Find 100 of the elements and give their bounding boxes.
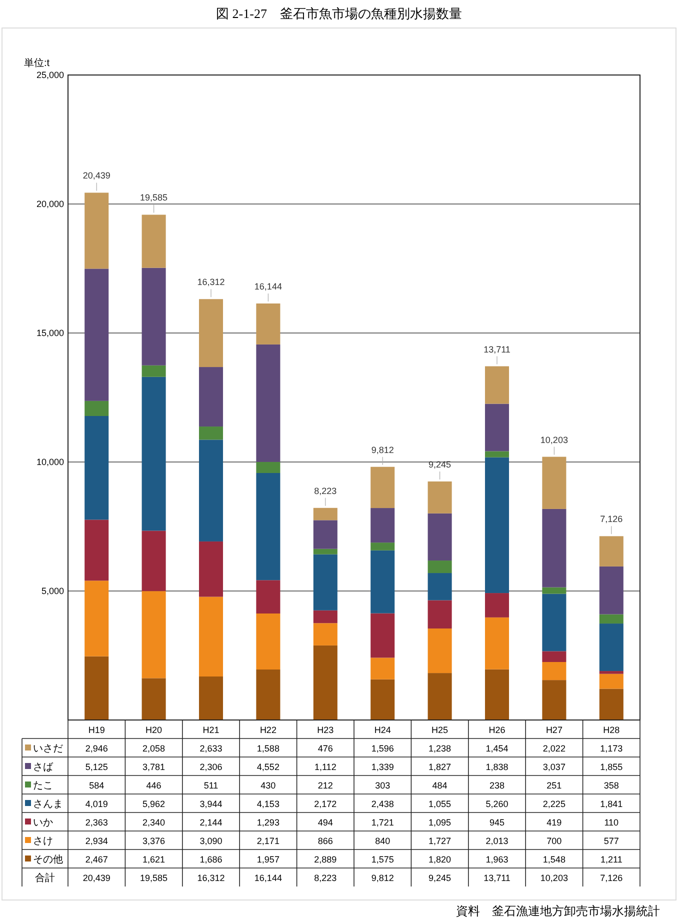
bar — [313, 548, 338, 554]
x-tick-label: H25 — [432, 725, 448, 735]
data-label: 3,944 — [200, 799, 222, 809]
bar — [428, 673, 452, 720]
data-label: 1,957 — [256, 854, 280, 864]
text: 16,312 — [197, 873, 225, 883]
data-label: 5,260 — [486, 799, 508, 809]
data-label: 584 — [89, 780, 104, 790]
legend-label: さんま — [33, 799, 63, 810]
data-label: 1,588 — [256, 744, 280, 754]
text: 20,439 — [82, 873, 110, 883]
bar — [198, 541, 224, 597]
data-label: 419 — [546, 818, 562, 828]
bar — [542, 456, 566, 509]
data-label: 2,438 — [371, 799, 394, 809]
data-label: 511 — [204, 780, 218, 790]
total-label: 16,144 — [254, 281, 282, 292]
data-label: 1,727 — [428, 836, 452, 846]
bar — [84, 416, 109, 520]
bar — [599, 624, 624, 672]
data-label: 4,552 — [256, 762, 280, 772]
data-label: 1,293 — [256, 818, 280, 828]
data-label: 1,841 — [600, 799, 623, 809]
text: 7,126 — [600, 873, 623, 883]
data-label: 494 — [318, 818, 333, 828]
legend-label: いか — [33, 818, 53, 828]
x-tick-label: H24 — [374, 725, 391, 735]
bar — [198, 676, 224, 720]
total-label: 20,439 — [82, 170, 110, 181]
bar — [599, 614, 624, 624]
total-label: 16,312 — [197, 277, 225, 288]
data-label: 2,013 — [486, 836, 508, 846]
bar — [142, 530, 166, 592]
bar — [313, 554, 338, 610]
data-label: 1,238 — [428, 744, 452, 754]
bar — [313, 610, 338, 624]
data-label: 3,781 — [142, 762, 166, 772]
bar — [428, 481, 452, 514]
data-label: 1,838 — [486, 762, 508, 772]
bar — [484, 451, 510, 458]
bar — [370, 466, 395, 508]
bar — [599, 566, 624, 614]
x-tick-label: H26 — [488, 725, 506, 735]
bar — [84, 400, 109, 416]
data-label: 238 — [489, 780, 505, 790]
data-label: 3,376 — [142, 836, 166, 846]
bar — [428, 573, 452, 600]
legend-label: その他 — [33, 854, 63, 866]
bar — [484, 404, 510, 452]
total-label: 19,585 — [140, 192, 168, 203]
text: 19,585 — [140, 873, 168, 883]
x-tick-label: H27 — [546, 725, 562, 735]
bar — [484, 366, 510, 404]
data-label: 2,633 — [200, 744, 222, 754]
bar — [599, 671, 624, 674]
total-label: 9,245 — [428, 459, 452, 470]
data-label: 3,090 — [200, 836, 222, 846]
data-label: 2,022 — [542, 744, 566, 754]
legend-label: さけ — [33, 836, 53, 847]
bar — [313, 508, 338, 520]
data-label: 476 — [318, 744, 333, 754]
bar — [84, 656, 109, 720]
bar — [542, 508, 566, 588]
data-label: 5,962 — [142, 799, 166, 809]
text: 8,223 — [314, 873, 337, 883]
data-label: 303 — [375, 780, 390, 790]
bar — [542, 594, 566, 652]
bar — [428, 600, 452, 628]
bar — [313, 520, 338, 549]
bar — [256, 472, 280, 580]
bar — [142, 365, 166, 377]
data-label: 110 — [604, 818, 619, 828]
bar — [313, 623, 338, 646]
data-label: 1,548 — [542, 854, 566, 864]
bar — [370, 508, 395, 543]
total-label: 8,223 — [314, 486, 337, 496]
y-tick-label: 25,000 — [36, 70, 64, 80]
data-label: 1,112 — [314, 762, 336, 772]
text: 10,203 — [540, 873, 568, 883]
data-label: 1,963 — [486, 854, 508, 864]
bar — [370, 550, 395, 614]
data-label: 1,454 — [486, 744, 508, 754]
data-label: 1,820 — [428, 854, 452, 864]
x-tick-label: H23 — [317, 725, 334, 735]
bar — [198, 299, 224, 368]
data-label: 358 — [604, 780, 619, 790]
data-label: 2,144 — [200, 818, 222, 828]
data-label: 2,306 — [200, 762, 222, 772]
bar — [84, 268, 109, 401]
bar — [542, 651, 566, 662]
bar — [599, 688, 624, 720]
text: 9,812 — [371, 873, 394, 883]
x-tick-label: H21 — [202, 725, 220, 735]
bar — [142, 591, 166, 678]
bar — [142, 268, 166, 366]
data-label: 5,125 — [85, 762, 108, 772]
bar — [542, 662, 566, 680]
legend-label: さば — [33, 762, 54, 773]
text: 9,245 — [428, 873, 452, 883]
data-label: 4,153 — [256, 799, 280, 809]
